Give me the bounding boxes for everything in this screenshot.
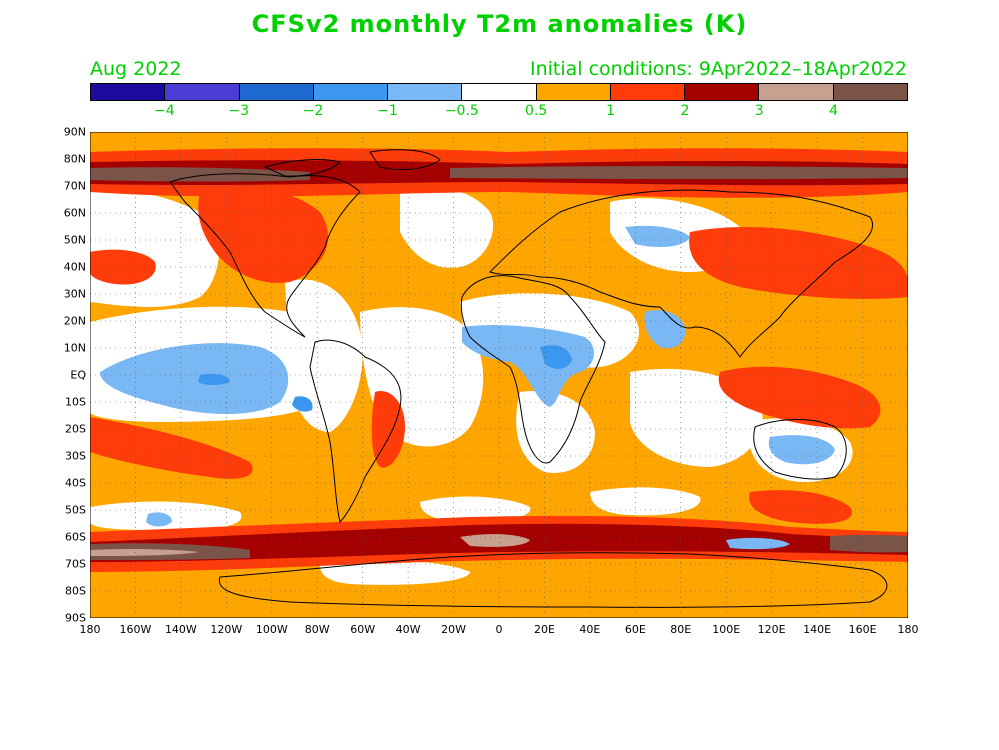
color-scale-swatch <box>313 84 389 100</box>
color-scale-label: −1 <box>377 103 398 119</box>
longitude-label: 0 <box>495 623 503 636</box>
color-scale-swatch <box>91 84 166 100</box>
color-scale-swatch <box>685 84 760 100</box>
latitude-label: 20S <box>65 422 86 436</box>
latitude-label: EQ <box>70 368 86 382</box>
latitude-label: 30S <box>65 449 86 463</box>
map-title: CFSv2 monthly T2m anomalies (K) <box>251 10 748 38</box>
color-scale-swatch <box>239 84 314 100</box>
color-scale-swatch <box>388 84 463 100</box>
color-scale-swatch <box>165 84 240 100</box>
color-scale-swatch <box>610 84 686 100</box>
latitude-label: 80S <box>65 584 86 598</box>
longitude-label: 180 <box>897 623 919 636</box>
latitude-label: 70N <box>63 179 86 193</box>
color-scale-label: 0.5 <box>525 103 548 119</box>
longitude-label: 40E <box>579 623 601 636</box>
map-canvas <box>89 131 909 619</box>
longitude-label: 120E <box>757 623 786 636</box>
longitude-label: 120W <box>210 623 243 636</box>
longitude-label: 100E <box>712 623 741 636</box>
longitude-label: 20W <box>441 623 466 636</box>
graticule <box>90 132 908 618</box>
latitude-label: 80N <box>63 152 86 166</box>
longitude-label: 140W <box>164 623 197 636</box>
longitude-label: 40W <box>395 623 421 636</box>
longitude-label: 20E <box>533 623 555 636</box>
longitude-label: 100W <box>255 623 288 636</box>
latitude-label: 40S <box>65 476 86 490</box>
color-scale-swatch <box>462 84 537 100</box>
latitude-label: 50N <box>63 233 86 247</box>
latitude-label: 10S <box>65 395 86 409</box>
longitude-label: 160W <box>119 623 152 636</box>
color-scale-labels: −4 −3 −2 −1 −0.5 0.5 1 2 3 4 <box>90 103 908 123</box>
latitude-label: 90N <box>63 125 86 139</box>
color-scale-bar <box>90 83 908 101</box>
color-scale-swatch <box>833 84 907 100</box>
latitude-label: 90S <box>65 611 86 625</box>
longitude-label: 80W <box>304 623 330 636</box>
color-scale-label: −2 <box>302 103 324 119</box>
latitude-label: 70S <box>65 557 86 571</box>
color-scale-label: −3 <box>228 103 250 119</box>
latitude-label: 20N <box>63 314 86 328</box>
color-scale-label: 2 <box>680 103 690 119</box>
color-scale-label: 4 <box>829 103 839 119</box>
color-scale-label: 3 <box>754 103 764 119</box>
longitude-label: 140E <box>803 623 832 636</box>
latitude-label: 30N <box>63 287 86 301</box>
initial-conditions: Initial conditions: 9Apr2022–18Apr2022 <box>529 58 907 80</box>
color-scale-label: 1 <box>606 103 615 119</box>
anomaly-map <box>89 131 909 619</box>
color-scale-label: −4 <box>154 103 175 119</box>
cool-anomaly-regions <box>100 225 835 550</box>
moderate-cool-anomaly-regions <box>198 345 572 412</box>
color-scale-label: −0.5 <box>444 103 479 119</box>
latitude-label: 60S <box>65 530 86 544</box>
latitude-label: 60N <box>63 206 86 220</box>
longitude-label: 60E <box>624 623 646 636</box>
color-scale-swatch <box>536 84 611 100</box>
coastlines <box>169 149 888 608</box>
longitude-label: 160E <box>848 623 877 636</box>
latitude-label: 50S <box>65 503 86 517</box>
forecast-month: Aug 2022 <box>90 58 182 80</box>
extreme-warm-highlight <box>90 534 530 556</box>
latitude-label: 40N <box>63 260 86 274</box>
color-scale-swatch <box>759 84 834 100</box>
longitude-label: 180 <box>79 623 101 636</box>
latitude-label: 10N <box>63 341 86 355</box>
longitude-label: 60W <box>350 623 376 636</box>
longitude-label: 80E <box>670 623 692 636</box>
